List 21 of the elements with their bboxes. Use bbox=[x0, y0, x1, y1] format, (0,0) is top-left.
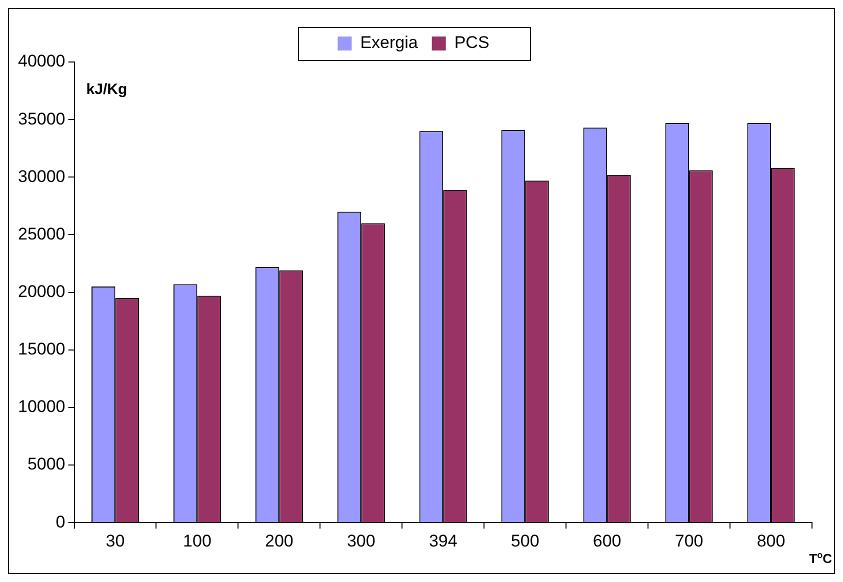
y-tick-label: 30000 bbox=[18, 166, 66, 186]
y-tick-label: 40000 bbox=[18, 52, 66, 71]
x-tick-label: 500 bbox=[510, 531, 540, 550]
y-tick-label: 5000 bbox=[27, 454, 66, 474]
x-tick-label: 600 bbox=[592, 531, 622, 550]
x-tick-label: 100 bbox=[183, 531, 212, 550]
y-axis-title: kJ/Kg bbox=[86, 81, 128, 98]
x-tick-label: 200 bbox=[265, 531, 294, 550]
x-tick-label: 700 bbox=[674, 531, 704, 550]
x-tick-label: 800 bbox=[756, 531, 786, 550]
x-tick-label: 394 bbox=[428, 531, 458, 550]
legend-label: Exergia bbox=[360, 33, 418, 52]
legend-label: PCS bbox=[454, 33, 490, 52]
y-tick-label: 25000 bbox=[18, 224, 66, 244]
x-tick-label: 300 bbox=[346, 531, 376, 550]
y-tick-label: 10000 bbox=[18, 397, 66, 416]
y-tick-label: 35000 bbox=[18, 109, 66, 128]
x-tick-label: 30 bbox=[106, 531, 125, 550]
y-tick-label: 20000 bbox=[18, 282, 66, 301]
y-tick-label: 15000 bbox=[18, 340, 66, 359]
y-tick-label: 0 bbox=[56, 512, 66, 532]
